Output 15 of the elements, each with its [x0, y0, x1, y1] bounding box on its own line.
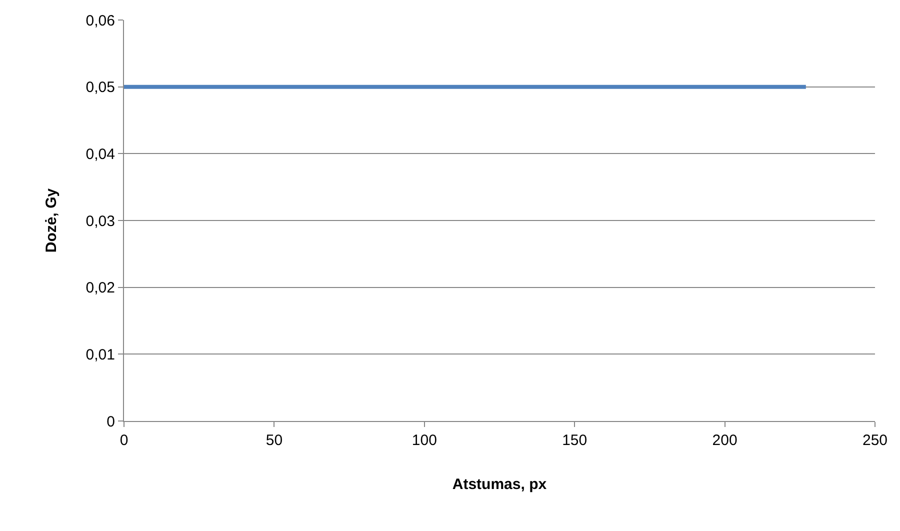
y-tick-label: 0,04 [86, 146, 115, 163]
x-tick-label: 250 [862, 432, 888, 449]
x-tick-label: 0 [120, 432, 128, 449]
y-tick-label: 0,01 [86, 346, 115, 364]
x-tick-label: 100 [412, 432, 437, 449]
y-tick-label: 0,03 [86, 212, 115, 230]
y-tick-label: 0,05 [86, 79, 115, 96]
y-tick-label: 0,06 [86, 12, 115, 30]
x-axis-title: Atstumas, px [452, 476, 548, 493]
y-tick-label: 0 [106, 413, 115, 430]
y-axis-title: Dozė, Gy [43, 188, 60, 253]
x-tick-label: 200 [712, 432, 738, 449]
x-tick-label: 50 [266, 432, 283, 449]
y-tick-label: 0,02 [86, 280, 115, 297]
x-tick-label: 150 [562, 432, 588, 449]
